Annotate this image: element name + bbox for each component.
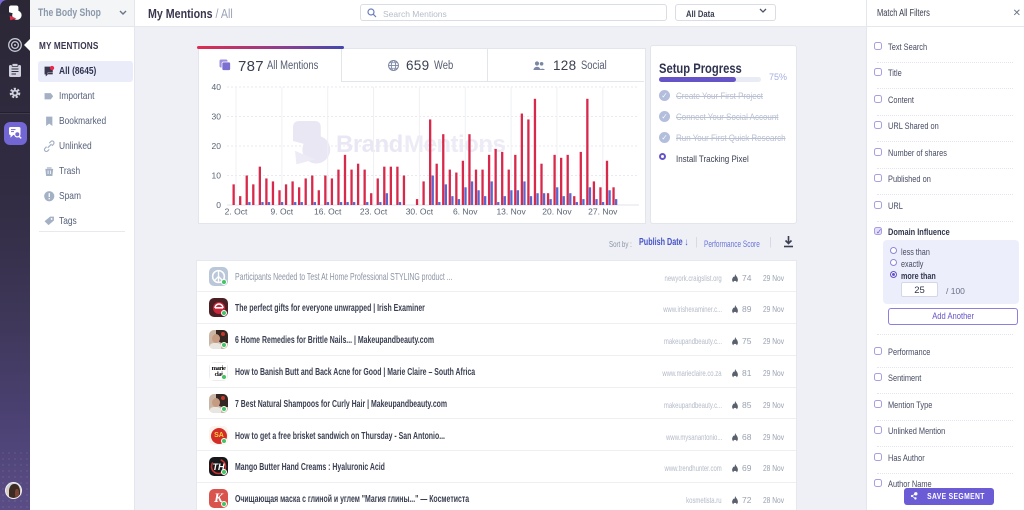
svg-text:TH: TH: [213, 462, 225, 472]
svg-text:Brand: Brand: [336, 131, 403, 158]
svg-text:10: 10: [212, 171, 222, 181]
svg-text:27. Nov: 27. Nov: [588, 207, 618, 217]
svg-text:40: 40: [212, 82, 222, 92]
svg-text:20. Nov: 20. Nov: [542, 207, 572, 217]
svg-text:30: 30: [212, 112, 222, 122]
svg-text:23. Oct: 23. Oct: [360, 207, 388, 217]
svg-text:6. Nov: 6. Nov: [453, 207, 478, 217]
svg-text:20: 20: [212, 141, 222, 151]
svg-text:2. Oct: 2. Oct: [225, 207, 248, 217]
svg-text:9. Oct: 9. Oct: [271, 207, 294, 217]
svg-text:Mentions: Mentions: [404, 131, 505, 158]
svg-text:13. Nov: 13. Nov: [496, 207, 526, 217]
svg-text:30. Oct: 30. Oct: [406, 207, 434, 217]
svg-text:0: 0: [216, 200, 221, 210]
svg-text:16. Oct: 16. Oct: [314, 207, 342, 217]
